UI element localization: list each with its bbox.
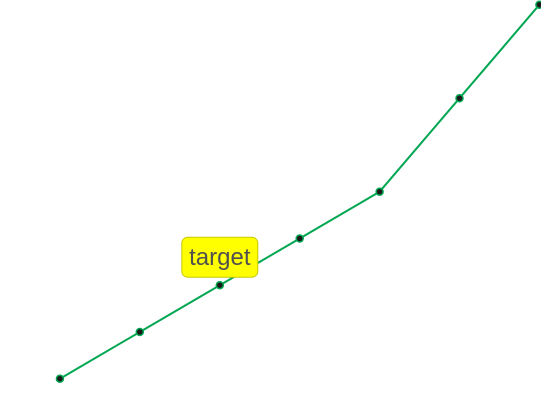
data-point: [135, 327, 145, 337]
data-point: [375, 187, 384, 196]
annotation-callout: target: [181, 236, 259, 278]
data-point: [295, 234, 304, 243]
data-point: [535, 0, 541, 9]
data-point: [455, 93, 464, 103]
data-point: [55, 374, 65, 383]
annotation-layer: target: [181, 236, 259, 278]
annotation-label: target: [189, 244, 251, 271]
data-point: [215, 280, 225, 290]
series-layer: [55, 0, 541, 383]
annotation-box: [181, 236, 259, 278]
